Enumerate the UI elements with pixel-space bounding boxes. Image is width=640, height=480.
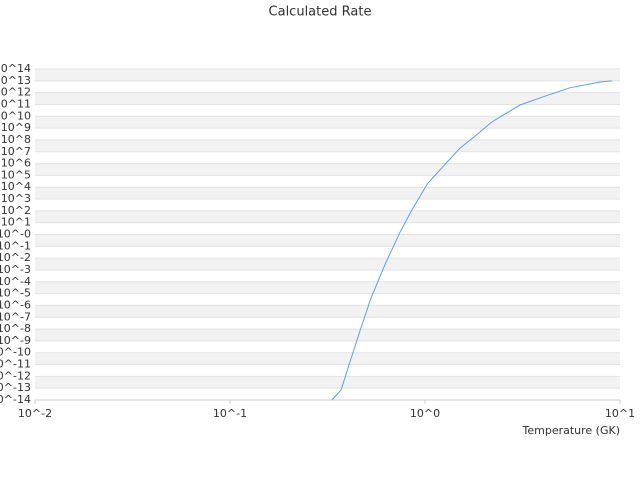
y-tick-label: 10^-12 [0, 369, 31, 382]
y-tick-label: 10^9 [1, 121, 31, 134]
x-axis-label: Temperature (GK) [522, 424, 621, 437]
y-tick-label: 10^3 [1, 192, 31, 205]
chart-title: Calculated Rate [269, 5, 372, 20]
grid-band [35, 163, 620, 176]
data-line [331, 80, 613, 401]
grid-band [35, 234, 620, 247]
y-tick-label: 10^4 [1, 180, 31, 193]
y-tick-label: 10^-1 [0, 239, 31, 252]
y-tick-label: 10^-0 [0, 228, 31, 241]
y-tick-label: 10^-8 [0, 322, 31, 335]
grid-band [35, 352, 620, 365]
grid-band [35, 69, 620, 81]
y-tick-label: 10^13 [0, 74, 31, 87]
y-tick-label: 10^-14 [0, 393, 31, 406]
grid-band [35, 210, 620, 223]
y-tick-label: 10^-7 [0, 310, 31, 323]
y-tick-label: 10^10 [0, 109, 31, 122]
y-tick-label: 10^1 [1, 216, 31, 229]
grid-band [35, 139, 620, 152]
y-tick-label: 10^7 [1, 145, 31, 158]
y-tick-label: 10^14 [0, 62, 31, 75]
y-tick-label: 10^8 [1, 133, 31, 146]
y-tick-label: 10^6 [1, 157, 31, 170]
grid-band [35, 329, 620, 341]
y-tick-label: 10^-4 [0, 275, 31, 288]
x-tick-label: 10^-1 [213, 407, 247, 420]
grid-band [35, 187, 620, 200]
y-tick-label: 10^2 [1, 204, 31, 217]
y-tick-label: 10^-3 [0, 263, 31, 276]
grid-band [35, 281, 620, 294]
y-tick-label: 10^-2 [0, 251, 31, 264]
bands [35, 69, 620, 389]
y-tick-label: 10^11 [0, 97, 31, 110]
y-tick-label: 10^12 [0, 86, 31, 99]
y-tick-label: 10^-13 [0, 381, 31, 394]
x-tick-label: 10^0 [410, 407, 440, 420]
grid-band [35, 305, 620, 318]
grid-band [35, 116, 620, 129]
y-tick-label: 10^5 [1, 168, 31, 181]
grid-band [35, 376, 620, 389]
y-tick-label: 10^-10 [0, 346, 31, 359]
grid-band [35, 258, 620, 270]
x-tick-label: 10^-2 [18, 407, 52, 420]
y-tick-label: 10^-5 [0, 287, 31, 300]
y-tick-label: 10^-6 [0, 298, 31, 311]
grid-band [35, 92, 620, 105]
y-tick-label: 10^-11 [0, 358, 31, 371]
y-tick-label: 10^-9 [0, 334, 31, 347]
x-tick-label: 10^1 [605, 407, 635, 420]
